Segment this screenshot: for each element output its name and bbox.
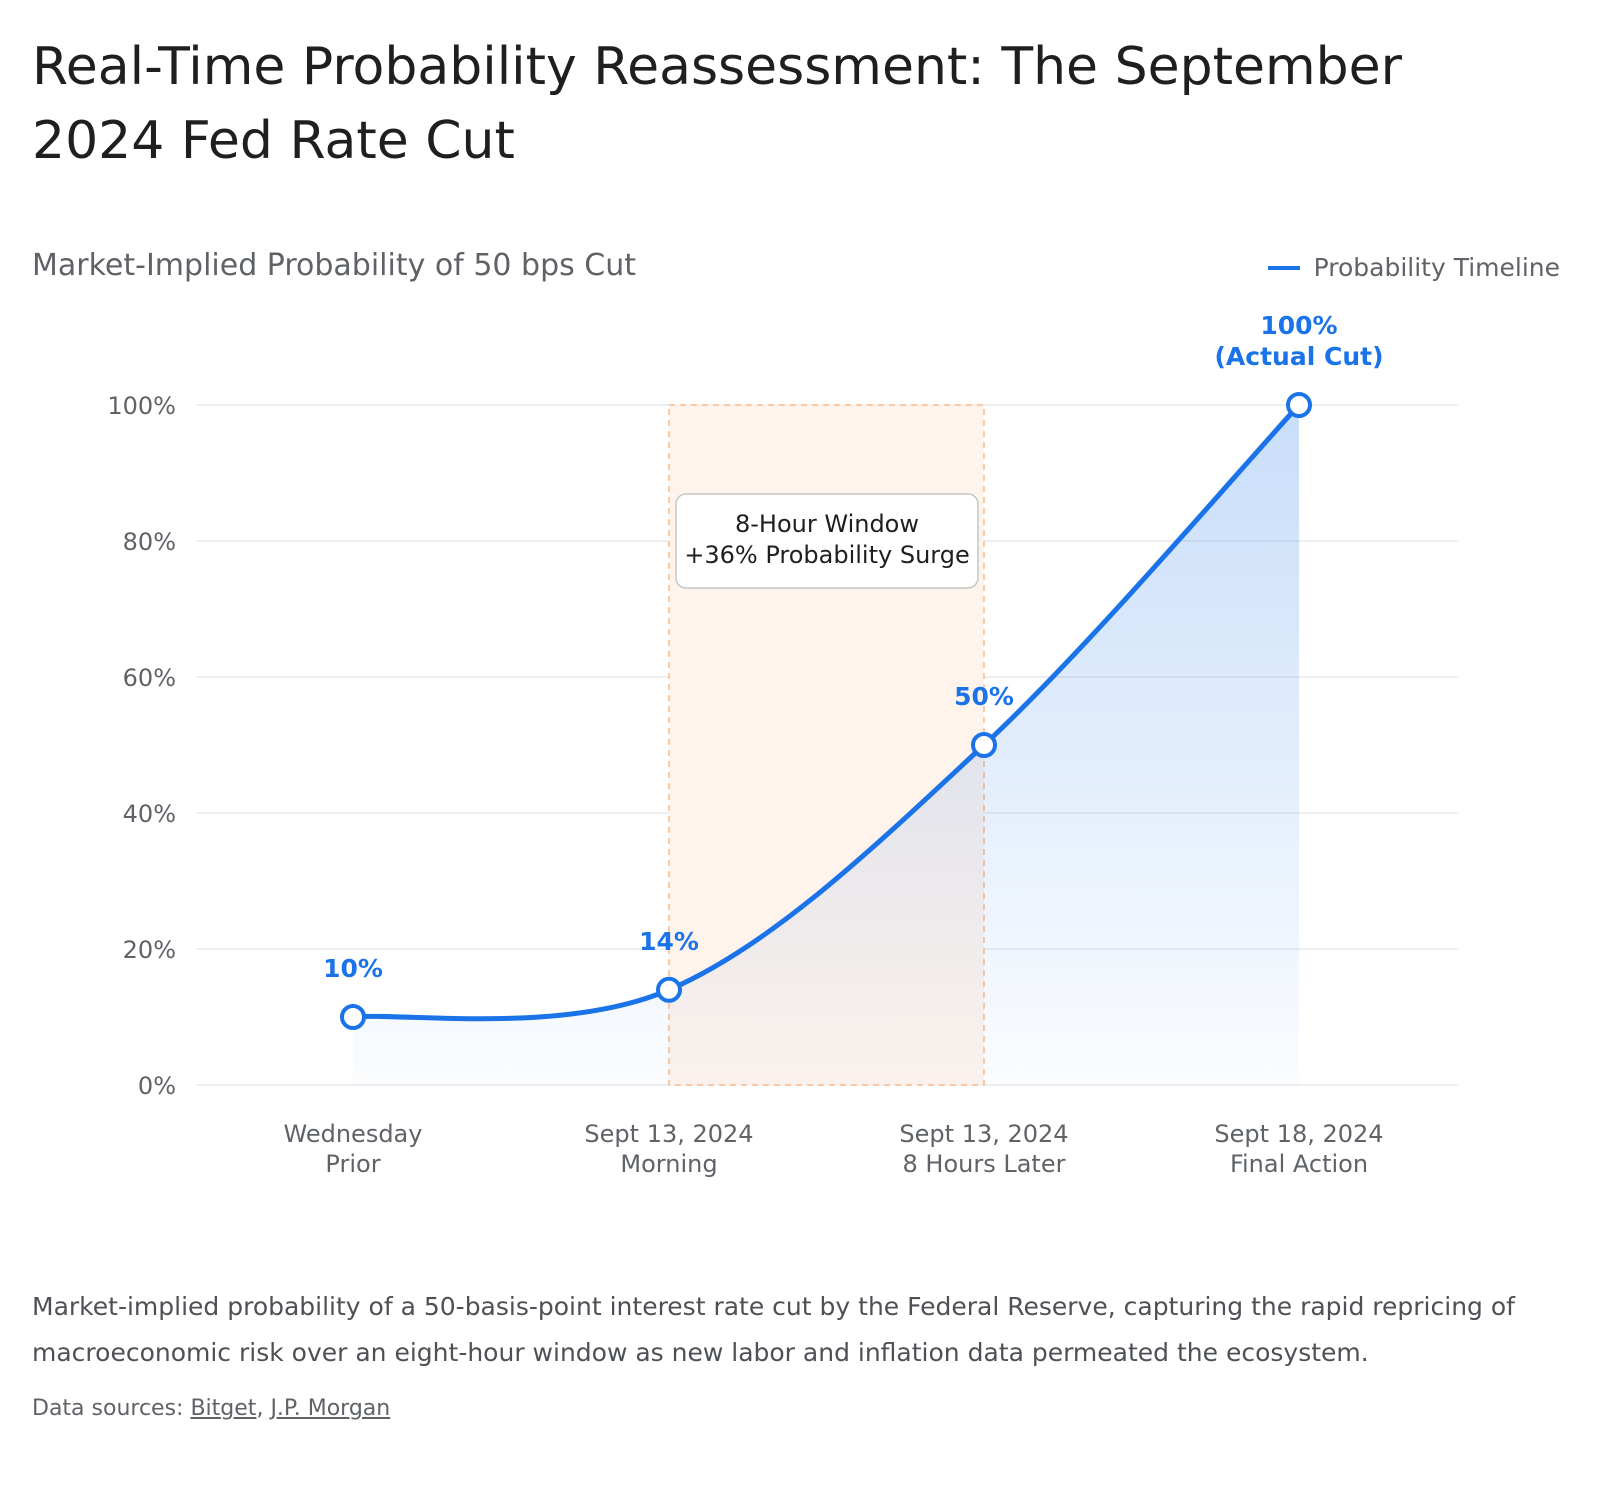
x-tick-label: Prior xyxy=(325,1150,380,1178)
x-tick-label: Wednesday xyxy=(284,1120,423,1148)
data-point xyxy=(340,1004,366,1030)
data-label: (Actual Cut) xyxy=(1214,342,1383,371)
page-title: Real-Time Probability Reassessment: The … xyxy=(32,37,1403,171)
y-tick-label: 100% xyxy=(107,392,176,420)
data-point xyxy=(656,976,682,1003)
x-tick-label: Sept 18, 2024 xyxy=(1214,1120,1383,1148)
annotation-text: 8-Hour Window xyxy=(735,510,919,538)
x-tick-label: 8 Hours Later xyxy=(903,1150,1066,1178)
sources-prefix: Data sources: xyxy=(32,1396,184,1421)
x-tick-label: Final Action xyxy=(1230,1150,1368,1178)
chart-caption: Market-implied probability of a 50-basis… xyxy=(32,1292,1515,1367)
data-label: 14% xyxy=(639,927,699,956)
probability-line-chart: 10%14%50%100%(Actual Cut) 0%20%40%60%80%… xyxy=(107,311,1458,1178)
chart-legend: Probability Timeline xyxy=(1267,253,1560,282)
chart-subtitle: Market-Implied Probability of 50 bps Cut xyxy=(32,248,637,283)
data-label: 100% xyxy=(1260,311,1337,340)
y-tick-label: 60% xyxy=(123,664,176,692)
data-point xyxy=(1286,392,1312,418)
data-sources: Data sources: Bitget, J.P. Morgan xyxy=(32,1396,390,1421)
y-tick-label: 40% xyxy=(123,800,176,828)
series-line xyxy=(350,402,1302,1022)
data-point xyxy=(971,732,997,758)
data-label: 10% xyxy=(323,954,383,983)
annotation-text: +36% Probability Surge xyxy=(684,541,969,569)
x-tick-label: Sept 13, 2024 xyxy=(899,1120,1068,1148)
y-tick-label: 80% xyxy=(123,528,176,556)
source-link-bitget[interactable]: Bitget xyxy=(190,1396,257,1421)
y-tick-label: 0% xyxy=(138,1072,176,1100)
y-tick-label: 20% xyxy=(123,936,176,964)
legend-line-swatch xyxy=(1267,265,1300,270)
legend-label: Probability Timeline xyxy=(1313,253,1560,282)
data-label: 50% xyxy=(954,682,1014,711)
sources-separator: , xyxy=(256,1396,264,1421)
area-fill xyxy=(353,405,1299,1085)
x-tick-label: Sept 13, 2024 xyxy=(584,1120,753,1148)
annotation-box xyxy=(675,493,979,589)
source-link-jp-morgan[interactable]: J.P. Morgan xyxy=(270,1396,391,1421)
x-tick-label: Morning xyxy=(620,1150,717,1178)
